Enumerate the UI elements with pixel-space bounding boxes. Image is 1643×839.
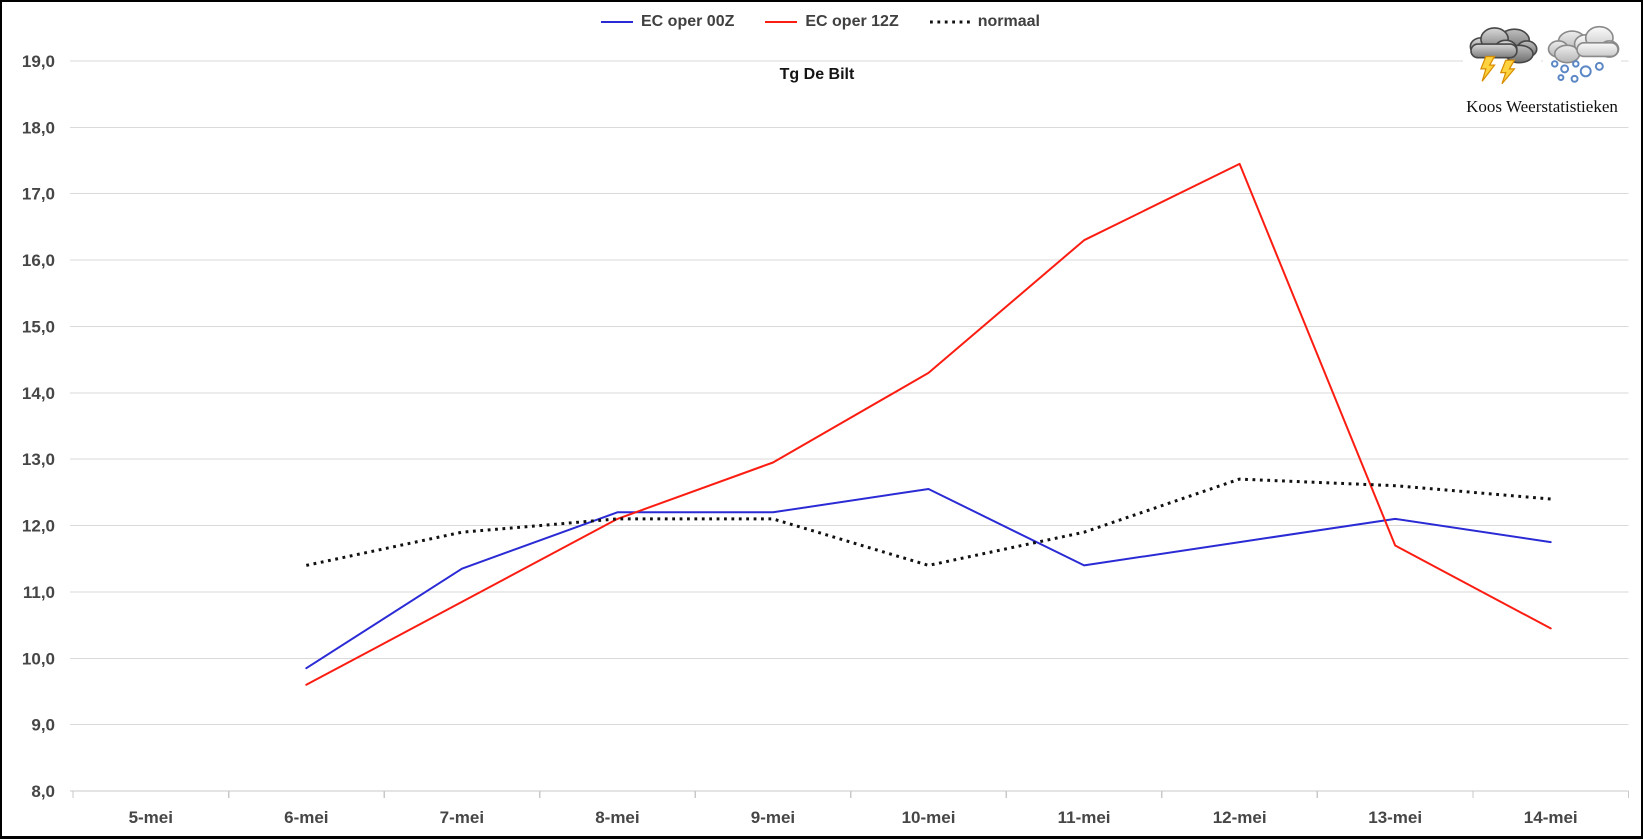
x-tick-label: 11-mei (1058, 808, 1111, 827)
x-tick-label: 5-mei (129, 808, 173, 827)
gridlines (70, 60, 1629, 726)
series-line-ec-oper-12z (305, 162, 1552, 686)
y-tick-label: 13,0 (22, 450, 55, 469)
y-tick-label: 12,0 (22, 517, 55, 536)
x-tick-label: 6-mei (284, 808, 328, 827)
y-tick-label: 11,0 (23, 583, 55, 602)
y-tick-label: 17,0 (22, 185, 55, 204)
y-tick-label: 19,0 (22, 52, 55, 71)
legend-item-ec-oper-00z: EC oper 00Z (600, 13, 734, 31)
legend-item-normaal: normaal (929, 13, 1040, 31)
legend-item-ec-oper-12z: EC oper 12Z (764, 13, 899, 31)
x-tick-label: 12-mei (1213, 808, 1267, 827)
line-sample-icon (601, 21, 633, 23)
x-axis-labels: 5-mei 6-mei 7-mei 8-mei 9-mei 10-mei 11-mei 12-… (129, 808, 1578, 827)
x-tick-label: 9-mei (751, 808, 795, 827)
branding-block: Koos Weerstatistieken (1454, 22, 1630, 117)
x-axis (70, 790, 1630, 798)
x-tick-label: 8-mei (595, 808, 639, 827)
x-tick-label: 7-mei (440, 808, 484, 827)
x-tick-label: 10-mei (902, 808, 956, 827)
storm-cloud-lightning-icon (1463, 22, 1541, 91)
series-line-normaal (305, 477, 1551, 567)
snow-hail-cloud-icon (1543, 22, 1621, 91)
legend-label: EC oper 00Z (641, 13, 735, 30)
y-tick-label: 15,0 (22, 317, 55, 336)
y-tick-label: 14,0 (22, 384, 55, 403)
legend-label: EC oper 12Z (805, 13, 899, 30)
dotted-line-sample-icon (929, 20, 970, 24)
branding-icons (1463, 22, 1621, 91)
branding-name: Koos Weerstatistieken (1466, 97, 1618, 116)
line-sample-icon (765, 21, 798, 23)
y-tick-label: 9,0 (31, 716, 55, 735)
legend-label: normaal (977, 13, 1040, 30)
y-tick-label: 10,0 (22, 649, 55, 668)
x-tick-label: 13-mei (1368, 808, 1422, 827)
x-tick-label: 14-mei (1524, 808, 1578, 827)
y-axis-labels: 19,0 18,0 17,0 16,0 15,0 14,0 13,0 12,0 11,0 10,0… (22, 52, 55, 801)
chart-title: Tg De Bilt (779, 66, 855, 83)
y-tick-label: 8,0 (31, 782, 55, 801)
series-line-ec-oper-00z (305, 488, 1552, 670)
chart-legend: EC oper 00Z EC oper 12Z normaal (600, 13, 1040, 31)
y-tick-label: 18,0 (22, 118, 55, 137)
y-tick-label: 16,0 (22, 251, 55, 270)
